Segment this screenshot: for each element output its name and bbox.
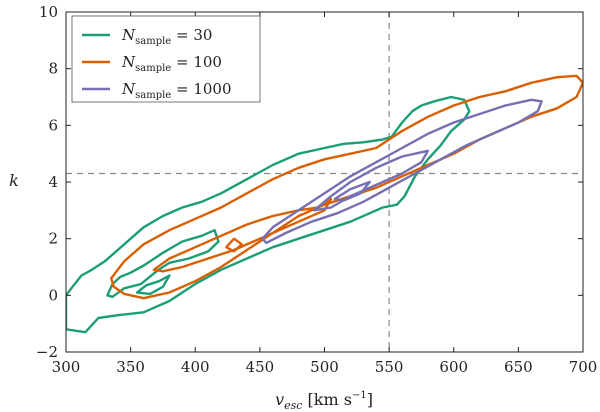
y-tick-label-4: 4 bbox=[48, 173, 58, 191]
x-tick-label-650: 650 bbox=[504, 358, 533, 376]
contour-1-0 bbox=[110, 74, 583, 300]
contour-series bbox=[66, 74, 583, 334]
y-axis-label: k bbox=[9, 171, 19, 190]
x-tick-label-700: 700 bbox=[569, 358, 598, 376]
legend-label-2: Nsample = 1000 bbox=[121, 80, 232, 101]
legend-label-0: Nsample = 30 bbox=[121, 26, 212, 47]
x-tick-label-550: 550 bbox=[375, 358, 404, 376]
x-tick-label-400: 400 bbox=[181, 358, 210, 376]
contour-2-0 bbox=[261, 98, 543, 245]
x-tick-label-350: 350 bbox=[116, 358, 145, 376]
y-tick-label-10: 10 bbox=[39, 3, 58, 21]
legend: Nsample = 30 Nsample = 100 Nsample = 1000 bbox=[71, 15, 261, 103]
x-axis-label: vesc [km s−1] bbox=[275, 390, 373, 412]
x-tick-label-300: 300 bbox=[52, 358, 81, 376]
y-tick-label--2: −2 bbox=[36, 343, 58, 361]
contour-2-2 bbox=[333, 180, 371, 202]
series-0 bbox=[66, 95, 471, 334]
legend-box bbox=[71, 15, 261, 103]
axis-ticks: 300 350 400 450 500 550 600 650 700 −2 0 2 4 6 8 10 bbox=[36, 3, 597, 376]
contour-0-0 bbox=[66, 95, 471, 334]
y-tick-label-8: 8 bbox=[48, 60, 58, 78]
legend-label-1: Nsample = 100 bbox=[121, 53, 222, 74]
contour-0-2 bbox=[135, 274, 171, 296]
series-1 bbox=[110, 74, 583, 300]
contour-1-1 bbox=[152, 197, 333, 273]
y-tick-label-2: 2 bbox=[48, 230, 58, 248]
contour-0-1 bbox=[106, 229, 220, 298]
y-tick-label-0: 0 bbox=[48, 286, 58, 304]
y-tick-label-6: 6 bbox=[48, 116, 58, 134]
series-2 bbox=[261, 98, 543, 245]
contour-1-2 bbox=[225, 237, 243, 253]
x-tick-label-450: 450 bbox=[246, 358, 275, 376]
x-tick-label-500: 500 bbox=[310, 358, 339, 376]
x-tick-label-600: 600 bbox=[439, 358, 468, 376]
